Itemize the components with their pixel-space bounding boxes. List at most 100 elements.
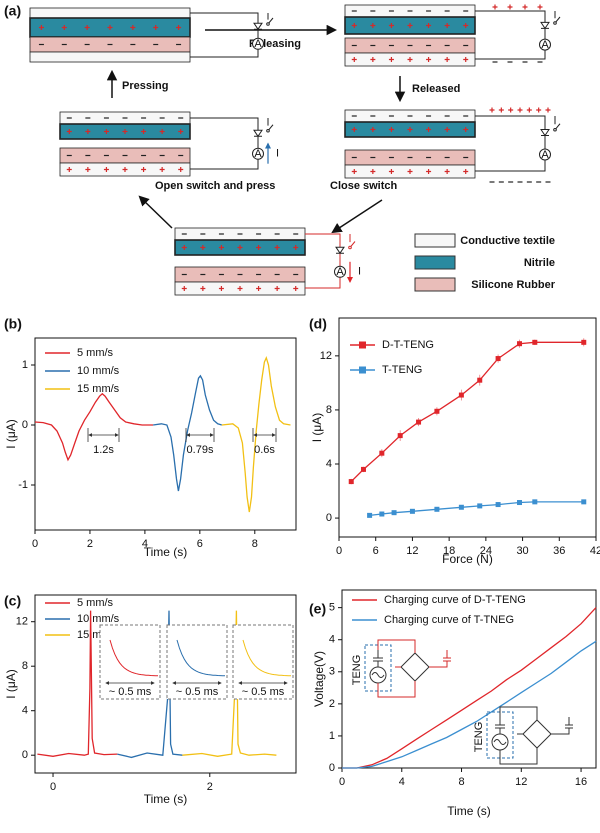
diode [335, 246, 345, 255]
ammeter [334, 265, 346, 278]
annotation: 1.2s [93, 444, 114, 456]
plot-frame [338, 317, 597, 538]
inset-box [99, 624, 161, 700]
charge-plus [85, 129, 91, 134]
y-axis-label: I (μA) [4, 669, 18, 699]
y-tick-label: 4 [329, 634, 335, 646]
layer [29, 51, 191, 63]
switch [349, 234, 356, 248]
marker [379, 450, 385, 456]
marker [581, 499, 587, 505]
charge-plus [498, 107, 504, 113]
charge-plus [407, 169, 413, 174]
y-tick-label: 2 [329, 698, 335, 710]
series-line [34, 392, 154, 462]
marker [532, 499, 538, 505]
charge-plus [66, 167, 72, 172]
legend-marker [359, 366, 366, 374]
charge-plus [522, 4, 528, 10]
charge-plus [200, 245, 206, 250]
panel-label: (b) [4, 316, 22, 332]
legend-text: 5 mm/s [77, 347, 114, 359]
x-tick-label: 4 [399, 776, 405, 788]
inset-curve [109, 639, 159, 677]
panel-label: (c) [4, 593, 21, 609]
y-tick-label: 12 [320, 350, 332, 362]
charge-plus [370, 57, 376, 62]
step-label: Open switch and press [155, 180, 275, 192]
x-tick-label: 24 [480, 545, 492, 557]
annotation: ~ 0.5 ms [109, 686, 152, 698]
charge-plus [351, 127, 357, 132]
capacitor [495, 717, 505, 734]
y-tick-label: 1 [329, 730, 335, 742]
marker [581, 339, 587, 345]
marker [367, 512, 373, 518]
y-tick-label: 0 [326, 512, 332, 524]
bridge-wire [377, 639, 451, 698]
charge-plus [444, 127, 450, 132]
charge-plus [388, 127, 394, 132]
marker [409, 508, 415, 514]
charge-plus [293, 286, 299, 291]
x-tick-label: 6 [197, 538, 203, 550]
switch-node [266, 128, 270, 133]
ammeter [539, 38, 551, 51]
charge-plus [176, 25, 182, 30]
marker [477, 503, 483, 509]
x-tick-label: 0 [336, 545, 342, 557]
charge-plus [256, 286, 262, 291]
charge-plus [463, 169, 469, 174]
bridge [522, 719, 552, 749]
charge-plus [218, 286, 224, 291]
y-tick-label: 0 [22, 749, 28, 761]
legend-text: 10 mm/s [77, 613, 120, 625]
charge-plus [351, 169, 357, 174]
switch [267, 118, 274, 132]
charge-plus [370, 23, 376, 28]
y-tick-label: -1 [18, 479, 28, 491]
y-tick-label: 3 [329, 666, 335, 678]
charge-plus [122, 167, 128, 172]
charge-plus [463, 23, 469, 28]
legend-text: Conductive textile [460, 235, 555, 247]
x-tick-label: 18 [443, 545, 455, 557]
x-tick-label: 2 [207, 781, 213, 793]
x-tick-label: 0 [339, 776, 345, 788]
charge-plus [38, 25, 44, 30]
ammeter-label: A [336, 266, 344, 278]
x-tick-label: 4 [142, 538, 148, 550]
ammeter-label: A [541, 39, 549, 51]
legend-text: 5 mm/s [77, 597, 114, 609]
charge-plus [293, 245, 299, 250]
charge-plus [388, 23, 394, 28]
y-tick-label: 0 [22, 419, 28, 431]
y-tick-label: 8 [326, 404, 332, 416]
plot-frame [34, 594, 297, 774]
ammeter-label: A [541, 149, 549, 161]
charge-plus [351, 23, 357, 28]
legend-swatch [414, 277, 456, 292]
marker [434, 506, 440, 512]
charge-plus [370, 127, 376, 132]
span-ends [87, 428, 120, 442]
x-tick-label: 0 [50, 781, 56, 793]
x-tick-label: 12 [515, 776, 527, 788]
charge-plus [274, 286, 280, 291]
wire [475, 10, 546, 60]
charge-plus [407, 23, 413, 28]
x-tick-label: 2 [87, 538, 93, 550]
charge-plus [444, 23, 450, 28]
legend-swatch [414, 233, 456, 248]
charge-plus [463, 127, 469, 132]
marker [397, 433, 403, 439]
ammeter-label: A [254, 148, 262, 160]
process-arrow [331, 199, 383, 234]
charge-plus [444, 169, 450, 174]
charge-plus [536, 107, 542, 113]
ammeter [252, 37, 264, 50]
ammeter [539, 148, 551, 161]
charge-plus [426, 23, 432, 28]
charge-plus [159, 167, 165, 172]
